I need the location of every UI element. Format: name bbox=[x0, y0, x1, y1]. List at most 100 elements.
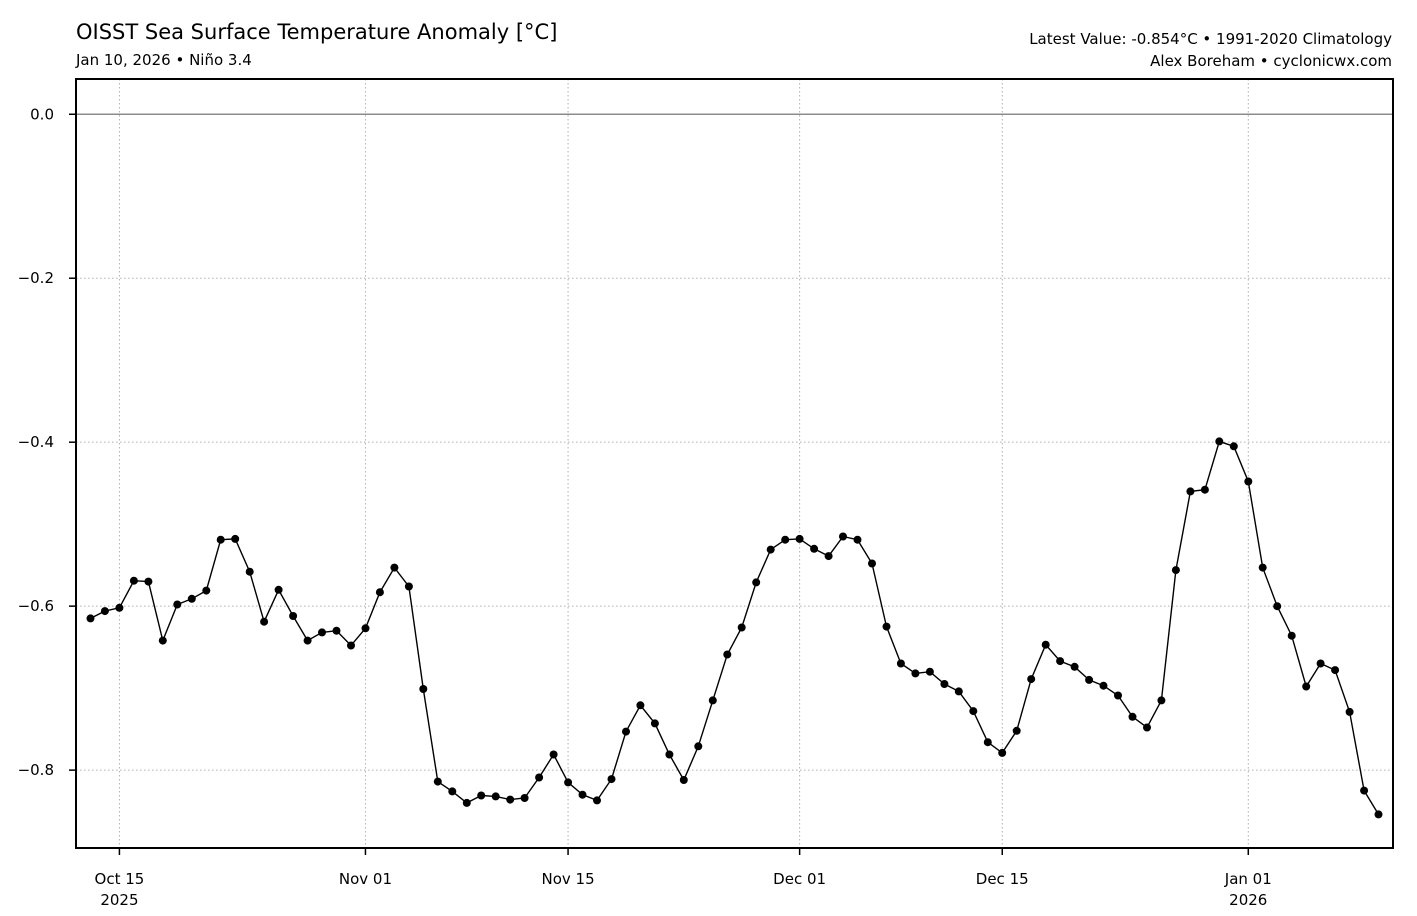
data-point bbox=[289, 612, 298, 620]
data-point bbox=[940, 680, 949, 688]
data-point bbox=[462, 798, 471, 807]
data-point bbox=[231, 534, 240, 543]
data-point bbox=[506, 795, 515, 804]
data-point bbox=[187, 594, 196, 603]
chart-title: OISST Sea Surface Temperature Anomaly [°… bbox=[76, 20, 557, 44]
data-point bbox=[100, 607, 109, 616]
data-point bbox=[86, 614, 95, 623]
data-point bbox=[1258, 563, 1267, 572]
data-point bbox=[1244, 477, 1253, 486]
data-point bbox=[636, 701, 645, 710]
series-line bbox=[90, 440, 1380, 815]
data-point bbox=[694, 742, 703, 751]
data-point bbox=[737, 623, 746, 632]
latest-value-info: Latest Value: -0.854°C • 1991-2020 Clima… bbox=[1029, 30, 1392, 48]
data-point bbox=[332, 626, 341, 635]
data-point bbox=[535, 773, 544, 782]
plot-frame bbox=[75, 78, 1394, 849]
data-point bbox=[1200, 485, 1209, 494]
chart-subtitle: Jan 10, 2026 • Niño 3.4 bbox=[75, 51, 252, 69]
data-point bbox=[274, 585, 283, 594]
data-point bbox=[1070, 662, 1079, 671]
data-point bbox=[1186, 487, 1195, 496]
x-tick-label: Oct 15 bbox=[95, 870, 145, 888]
data-point bbox=[1099, 681, 1108, 690]
data-point bbox=[925, 667, 934, 676]
data-point bbox=[419, 685, 428, 693]
x-tick-label: Dec 01 bbox=[773, 870, 826, 888]
y-tick-label: −0.8 bbox=[18, 761, 54, 779]
data-point bbox=[824, 552, 833, 561]
data-point bbox=[564, 778, 573, 787]
data-point bbox=[1143, 723, 1151, 732]
data-point bbox=[795, 534, 804, 543]
data-point bbox=[839, 532, 847, 541]
anomaly-series bbox=[86, 437, 1383, 819]
data-point bbox=[404, 582, 413, 591]
data-point bbox=[433, 777, 442, 786]
data-point bbox=[347, 641, 355, 650]
data-point bbox=[954, 687, 963, 696]
data-point bbox=[1056, 657, 1065, 666]
data-point bbox=[911, 669, 920, 678]
x-tick-label: Nov 01 bbox=[339, 870, 392, 888]
y-tick-label: −0.4 bbox=[18, 433, 54, 451]
data-point bbox=[216, 535, 225, 544]
data-point bbox=[375, 588, 384, 597]
data-point bbox=[853, 535, 862, 544]
data-point bbox=[578, 790, 587, 799]
x-tick-label: Nov 15 bbox=[541, 870, 594, 888]
data-point bbox=[1273, 602, 1282, 611]
data-point bbox=[810, 544, 819, 553]
x-tick-label: Jan 01 bbox=[1224, 870, 1272, 888]
data-point bbox=[173, 600, 182, 609]
data-point bbox=[520, 794, 529, 802]
data-point bbox=[1114, 691, 1122, 700]
data-point bbox=[1331, 666, 1340, 675]
data-point bbox=[1360, 786, 1369, 795]
data-point bbox=[1374, 810, 1383, 819]
data-point bbox=[708, 696, 717, 705]
data-point bbox=[622, 727, 630, 736]
data-point bbox=[549, 750, 558, 759]
y-tick-label: −0.2 bbox=[18, 269, 54, 287]
axes: 0.0 −0.2 −0.4 −0.6 −0.8 Oct 15 2025 Nov 01 Nov 1… bbox=[18, 105, 1272, 909]
data-point bbox=[1085, 675, 1094, 684]
data-point bbox=[202, 586, 211, 595]
data-point bbox=[679, 776, 688, 784]
data-point bbox=[318, 628, 326, 637]
data-point bbox=[607, 775, 616, 784]
data-point bbox=[665, 750, 674, 759]
data-point bbox=[1171, 566, 1180, 575]
data-point bbox=[1027, 675, 1036, 684]
data-point bbox=[896, 659, 905, 668]
data-point bbox=[868, 559, 876, 568]
y-tick-label: −0.6 bbox=[18, 597, 54, 615]
data-point bbox=[448, 787, 457, 796]
data-point bbox=[303, 636, 312, 645]
data-point bbox=[882, 622, 891, 631]
data-point bbox=[1012, 726, 1021, 735]
y-tick-label: 0.0 bbox=[30, 105, 54, 123]
data-point bbox=[390, 563, 399, 572]
data-point bbox=[766, 545, 775, 554]
data-point bbox=[1287, 631, 1296, 640]
x-tick-year-label: 2025 bbox=[100, 891, 138, 909]
x-tick-label: Dec 15 bbox=[976, 870, 1029, 888]
data-point bbox=[477, 791, 486, 800]
x-tick-year-label: 2026 bbox=[1229, 891, 1267, 909]
data-point bbox=[998, 748, 1007, 757]
data-point bbox=[1229, 442, 1238, 451]
data-point bbox=[1041, 640, 1050, 649]
data-point bbox=[969, 707, 978, 716]
data-point bbox=[983, 738, 992, 747]
credit-info: Alex Boreham • cyclonicwx.com bbox=[1150, 52, 1392, 70]
data-point bbox=[1302, 682, 1311, 691]
data-point bbox=[723, 650, 732, 659]
data-point bbox=[1345, 707, 1354, 716]
data-point bbox=[1128, 712, 1137, 721]
data-point bbox=[650, 719, 659, 728]
data-point bbox=[1215, 437, 1224, 446]
data-point bbox=[245, 567, 254, 576]
